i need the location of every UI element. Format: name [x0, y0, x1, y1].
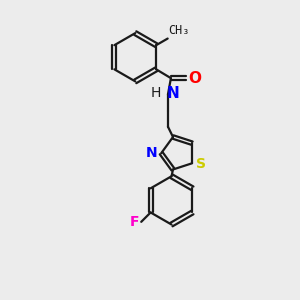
Text: S: S	[196, 157, 206, 171]
Text: O: O	[188, 71, 201, 86]
Text: CH₃: CH₃	[168, 24, 190, 38]
Text: N: N	[146, 146, 157, 160]
Text: H: H	[150, 86, 161, 100]
Text: F: F	[129, 215, 139, 229]
Text: N: N	[167, 86, 179, 101]
